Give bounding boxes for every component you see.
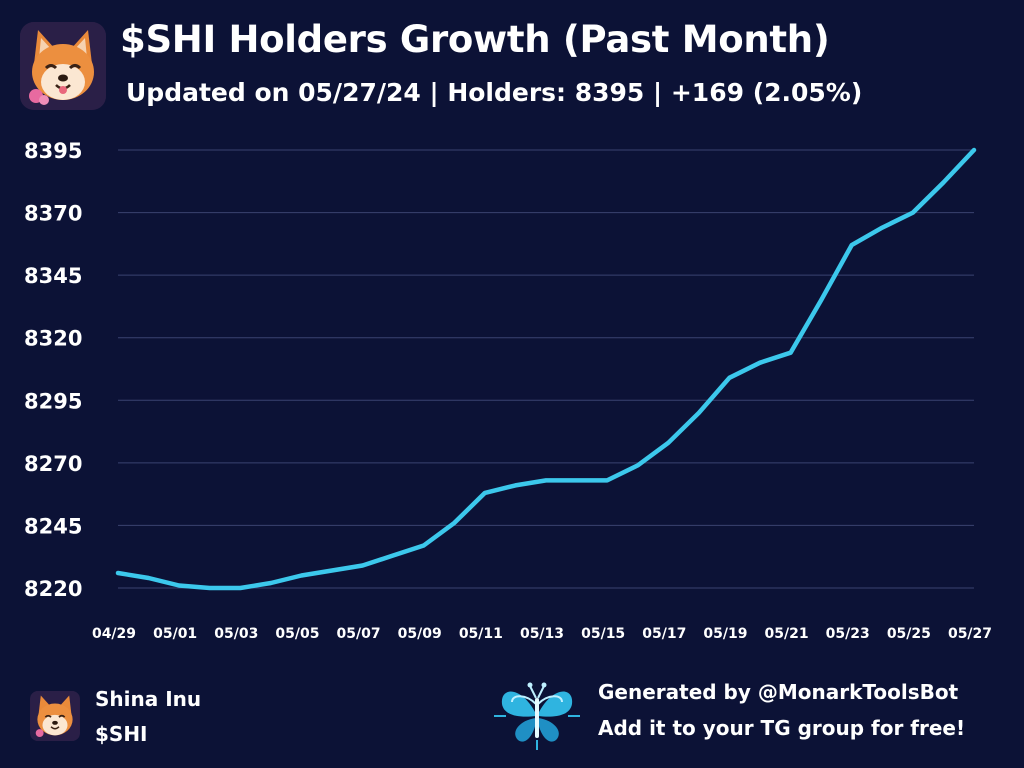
chart-title: $SHI Holders Growth (Past Month) <box>120 18 830 61</box>
x-tick-label: 05/01 <box>153 626 197 642</box>
y-tick-label: 8270 <box>24 452 82 476</box>
x-tick-label: 05/13 <box>520 626 564 642</box>
y-tick-label: 8245 <box>24 514 82 538</box>
x-tick-label: 05/25 <box>887 626 931 642</box>
x-tick-label: 05/15 <box>581 626 625 642</box>
token-name: Shina Inu <box>95 687 202 711</box>
y-tick-label: 8345 <box>24 264 82 288</box>
x-tick-label: 05/21 <box>765 626 809 642</box>
x-tick-label: 05/19 <box>703 626 747 642</box>
y-tick-label: 8320 <box>24 327 82 351</box>
chart-subtitle: Updated on 05/27/24 | Holders: 8395 | +1… <box>126 78 863 107</box>
x-tick-label: 04/29 <box>92 626 136 642</box>
x-tick-label: 05/03 <box>214 626 258 642</box>
y-tick-label: 8220 <box>24 577 82 601</box>
series-line <box>115 147 977 591</box>
y-tick-label: 8370 <box>24 202 82 226</box>
butterfly-logo-icon <box>492 680 582 752</box>
x-tick-label: 05/05 <box>275 626 319 642</box>
line-chart: 8220 8245 8270 8295 8320 8345 8370 8395 04/29 05… <box>24 139 992 642</box>
x-tick-label: 05/11 <box>459 626 503 642</box>
token-symbol: $SHI <box>95 722 148 746</box>
x-tick-label: 05/17 <box>642 626 686 642</box>
shiba-inu-small-logo-icon <box>30 691 80 741</box>
x-tick-label: 05/09 <box>398 626 442 642</box>
generated-by-text: Generated by @MonarkToolsBot <box>598 680 959 704</box>
x-tick-label: 05/27 <box>948 626 992 642</box>
shiba-inu-logo-icon <box>20 22 106 110</box>
cta-text: Add it to your TG group for free! <box>598 716 966 740</box>
x-tick-label: 05/23 <box>826 626 870 642</box>
y-tick-label: 8295 <box>24 389 82 413</box>
x-tick-label: 05/07 <box>337 626 381 642</box>
y-tick-label: 8395 <box>24 139 82 163</box>
